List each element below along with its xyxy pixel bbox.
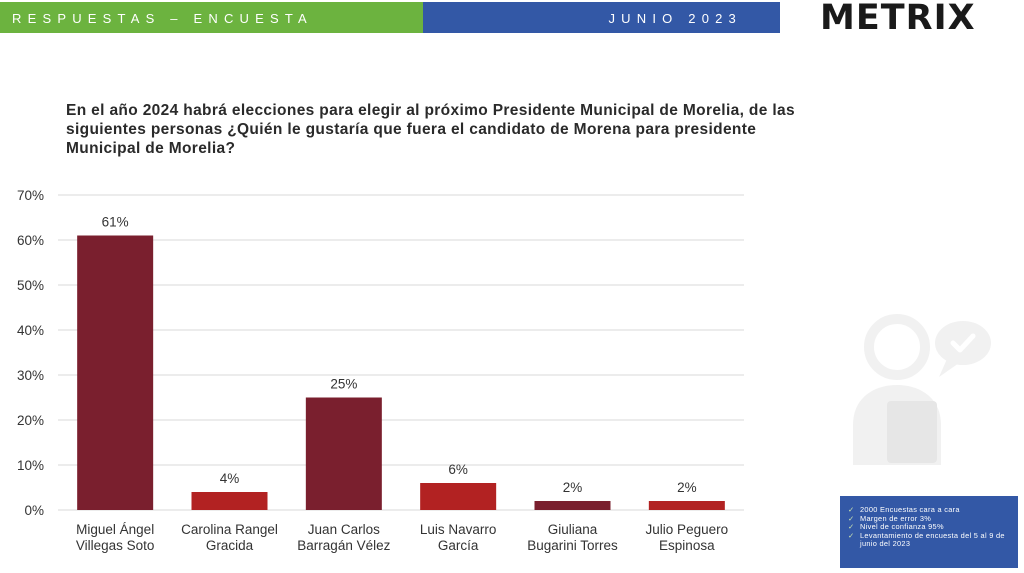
- y-tick-label: 40%: [17, 323, 44, 338]
- header-left-label: RESPUESTAS – ENCUESTA: [12, 11, 313, 26]
- data-label: 2%: [677, 480, 697, 495]
- header-band-left: RESPUESTAS – ENCUESTA: [0, 2, 423, 33]
- category-label: Gracida: [206, 538, 254, 553]
- data-label: 6%: [448, 462, 468, 477]
- bar: [305, 397, 382, 510]
- methodology-item: ✓ Margen de error 3%: [848, 513, 1014, 524]
- bar-chart: 0% 10% 20% 30% 40% 50% 60% 70% 61% Miguel ÁngelVi…: [17, 188, 744, 553]
- methodology-text: Levantamiento de encuesta del 5 al 9 de …: [860, 530, 1005, 549]
- y-tick-label: 70%: [17, 188, 44, 203]
- methodology-item: ✓ Nivel de confianza 95%: [848, 523, 1014, 532]
- methodology-item: ✓ 2000 Encuestas cara a cara: [848, 505, 1014, 515]
- header-band-right: JUNIO 2023: [423, 2, 780, 33]
- survey-question: En el año 2024 habrá elecciones para ele…: [66, 102, 795, 157]
- category-label: Julio Peguero: [646, 522, 729, 537]
- y-tick-label: 60%: [17, 233, 44, 248]
- data-label: 61%: [102, 215, 129, 230]
- methodology-item: ✓ Levantamiento de encuesta del 5 al 9 de…: [848, 530, 1014, 549]
- data-label: 2%: [563, 480, 583, 495]
- category-label: Carolina Rangel: [181, 522, 278, 537]
- check-icon: ✓: [848, 505, 855, 514]
- methodology-box: ✓ 2000 Encuestas cara a cara ✓ Margen de er…: [840, 496, 1018, 568]
- category-label: Barragán Vélez: [297, 538, 390, 553]
- methodology-text: Margen de error 3%: [860, 513, 932, 523]
- methodology-list: ✓ 2000 Encuestas cara a cara ✓ Margen de er…: [848, 505, 1014, 549]
- y-tick-label: 20%: [17, 413, 44, 428]
- survey-person-watermark-icon: [853, 314, 991, 465]
- methodology-text: Nivel de confianza 95%: [860, 522, 944, 532]
- bar: [534, 501, 611, 510]
- category-label: Luis Navarro: [420, 522, 497, 537]
- header-right-label: JUNIO 2023: [608, 11, 742, 26]
- y-tick-label: 10%: [17, 458, 44, 473]
- methodology-text: 2000 Encuestas cara a cara: [860, 505, 960, 514]
- bar: [648, 501, 725, 510]
- bar: [191, 492, 268, 510]
- category-label: Bugarini Torres: [527, 538, 618, 553]
- data-label: 4%: [220, 471, 240, 486]
- category-label: Villegas Soto: [76, 538, 155, 553]
- category-label: Juan Carlos: [308, 522, 380, 537]
- check-icon: ✓: [848, 522, 855, 532]
- category-label: Miguel Ángel: [76, 522, 154, 537]
- category-label: García: [438, 538, 479, 553]
- category-label: Espinosa: [659, 538, 715, 553]
- y-tick-label: 50%: [17, 278, 44, 293]
- y-tick-label: 30%: [17, 368, 44, 383]
- bar: [420, 483, 497, 510]
- category-label: Giuliana: [548, 522, 598, 537]
- data-label: 25%: [330, 377, 357, 392]
- logo-text: METRIX: [820, 0, 976, 38]
- check-icon: ✓: [848, 513, 855, 523]
- y-tick-label: 0%: [24, 503, 44, 518]
- check-icon: ✓: [848, 530, 855, 540]
- metrix-logo: METRIX: [820, 0, 1010, 38]
- bar: [77, 235, 154, 510]
